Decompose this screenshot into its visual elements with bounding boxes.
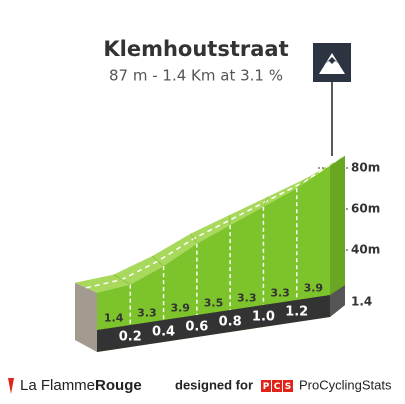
- gradient-label: 3.9: [170, 302, 190, 315]
- y-tick-label: 60m: [351, 202, 380, 216]
- pcs-box: [272, 380, 282, 392]
- chart-title: Klemhoutstraat: [103, 37, 288, 61]
- km-label: 0.8: [219, 315, 242, 330]
- gradient-label: 3.9: [304, 282, 324, 295]
- km-label: 0.6: [185, 320, 208, 335]
- flame-logo: [8, 378, 14, 394]
- gradient-label: 3.3: [137, 307, 157, 320]
- brand-b: Rouge: [95, 377, 142, 394]
- km-label: 1.2: [285, 305, 308, 320]
- right-base: [330, 285, 345, 317]
- right-face: [330, 155, 345, 317]
- left-face: [75, 282, 97, 352]
- gradient-label: 1.4: [104, 312, 124, 325]
- footer: La FlammeRouge designed for P C S ProCyc…: [8, 377, 392, 394]
- pcs-box: [261, 380, 271, 392]
- km-label: 0.2: [119, 330, 142, 345]
- total-distance: 1.4: [351, 295, 372, 309]
- chart-subtitle: 87 m - 1.4 Km at 3.1 %: [109, 67, 283, 85]
- gradient-label: 3.3: [237, 292, 257, 305]
- profile-midline: [85, 160, 338, 289]
- brand-a: La Flamme: [20, 377, 95, 394]
- pcs-letter: C: [274, 382, 281, 392]
- site: ProCyclingStats: [299, 377, 392, 392]
- ridge: [228, 215, 231, 226]
- designed-for: designed for: [175, 377, 253, 392]
- pcs-letter: P: [263, 382, 270, 392]
- y-tick-label: 80m: [351, 161, 380, 175]
- top-surface: [75, 155, 345, 293]
- pcs-box: [283, 380, 293, 392]
- ridge: [190, 233, 198, 244]
- y-tick-label: 40m: [351, 243, 380, 257]
- ridge: [113, 274, 131, 286]
- km-label: 1.0: [252, 310, 275, 325]
- ridge: [262, 196, 269, 207]
- gradient-label: 3.3: [270, 287, 290, 300]
- plot: 40m 60m 80m 0.2 0.4 0.6 0.8 1.0 1.2 1.4 3.3 3.9 3.5 3…: [75, 155, 380, 352]
- ridge: [296, 177, 307, 189]
- summit-snow: [326, 57, 338, 64]
- ridge: [151, 255, 164, 267]
- gradient-label: 3.5: [204, 297, 224, 310]
- brand: La FlammeRouge: [20, 377, 142, 394]
- km-label: 0.4: [152, 325, 175, 340]
- pcs-letter: S: [285, 382, 291, 392]
- distance-band: [97, 295, 330, 352]
